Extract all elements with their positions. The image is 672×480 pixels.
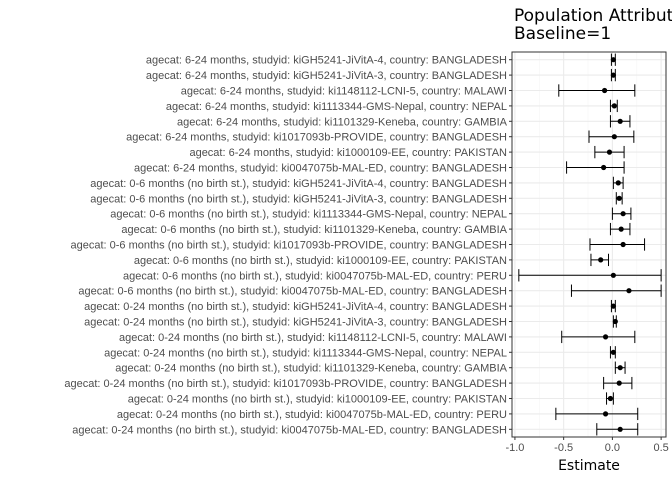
estimate-point	[611, 134, 617, 140]
x-axis-ticks: -1.0 -0.5 0.0 0.5	[505, 437, 669, 454]
row-label: agecat: 6-24 months, studyid: kiGH5241-J…	[146, 70, 507, 82]
estimate-point	[620, 241, 626, 248]
row-label: agecat: 0-24 months (no birth st.), stud…	[72, 424, 507, 436]
estimate-point	[601, 87, 608, 94]
estimate-point	[611, 103, 617, 109]
row-label: agecat: 6-24 months, studyid: ki1113344-…	[166, 101, 507, 113]
estimate-point	[601, 164, 607, 171]
row-label: agecat: 6-24 months, studyid: ki1148112-…	[181, 86, 507, 98]
estimate-marks	[518, 53, 662, 436]
row-label: agecat: 0-6 months (no birth st.), study…	[134, 255, 507, 267]
x-tick-label: 0.5	[653, 442, 668, 454]
row-label: agecat: 6-24 months, studyid: ki1017093b…	[126, 132, 507, 144]
estimate-point	[626, 288, 632, 294]
row-labels: agecat: 6-24 months, studyid: kiGH5241-J…	[64, 55, 512, 436]
estimate-point	[610, 57, 616, 63]
estimate-point	[618, 226, 624, 232]
x-tick-label: -1.0	[505, 442, 524, 454]
estimate-point	[602, 411, 609, 417]
row-label: agecat: 6-24 months, studyid: kiGH5241-J…	[146, 55, 507, 67]
row-label: agecat: 0-6 months (no birth st.), study…	[121, 224, 507, 236]
row-label: agecat: 6-24 months, studyid: ki1000109-…	[189, 147, 507, 159]
row-label: agecat: 0-24 months (no birth st.), stud…	[84, 317, 507, 329]
row-label: agecat: 0-6 months (no birth st.), study…	[90, 193, 507, 205]
chart-title: Population Attributa Baseline=1	[514, 6, 672, 44]
estimate-point	[610, 349, 616, 355]
estimate-point	[612, 318, 618, 325]
estimate-point	[617, 118, 623, 124]
x-axis-title: Estimate	[558, 458, 620, 474]
row-label: agecat: 6-24 months, studyid: ki0047075b…	[134, 163, 507, 175]
row-label: agecat: 0-24 months (no birth st.), stud…	[119, 332, 507, 344]
row-label: agecat: 0-6 months (no birth st.), study…	[90, 178, 507, 190]
row-label: agecat: 0-6 months (no birth st.), study…	[78, 286, 507, 298]
row-label: agecat: 0-24 months (no birth st.), stud…	[84, 301, 507, 313]
row-label: agecat: 6-24 months, studyid: ki1101329-…	[177, 116, 508, 128]
row-label: agecat: 0-24 months (no birth st.), stud…	[104, 347, 507, 359]
row-label: agecat: 0-24 months (no birth st.), stud…	[64, 378, 507, 390]
row-label: agecat: 0-24 months (no birth st.), stud…	[117, 409, 507, 421]
row-label: agecat: 0-6 months (no birth st.), study…	[123, 270, 507, 282]
estimate-point	[598, 257, 604, 263]
row-label: agecat: 0-24 months (no birth st.), stud…	[115, 363, 507, 375]
estimate-point	[610, 303, 616, 309]
estimate-point	[602, 334, 609, 340]
estimate-point	[610, 72, 616, 78]
estimate-point	[617, 365, 623, 371]
estimate-point	[610, 272, 616, 278]
chart-title-line-2: Baseline=1	[514, 24, 611, 44]
estimate-point	[606, 149, 613, 155]
estimate-point	[620, 211, 626, 217]
chart-title-line-1: Population Attributa	[514, 6, 672, 26]
panel-border	[511, 51, 667, 438]
row-label: agecat: 0-24 months (no birth st.), stud…	[128, 394, 507, 406]
estimate-point	[616, 195, 622, 201]
estimate-point	[615, 180, 621, 186]
x-tick-label: 0.0	[605, 442, 620, 454]
x-tick-label: -0.5	[554, 442, 573, 454]
estimate-point	[617, 426, 623, 432]
row-label: agecat: 0-6 months (no birth st.), study…	[110, 209, 507, 221]
estimate-point	[607, 395, 614, 402]
row-label: agecat: 0-6 months (no birth st.), study…	[70, 240, 507, 252]
estimate-point	[616, 380, 622, 386]
